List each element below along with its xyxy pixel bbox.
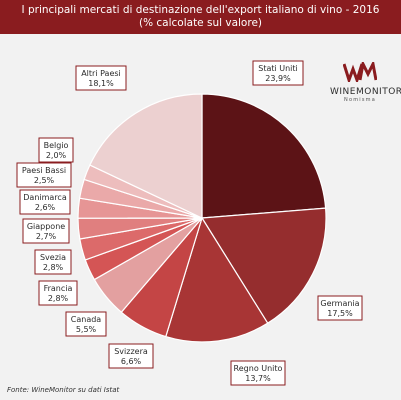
pie-slice-regno-unito [165, 216, 269, 343]
slice-label-name: Regno Unito [234, 364, 283, 373]
slice-label-name: Belgio [44, 141, 69, 150]
slice-label-box [317, 295, 363, 321]
logo-subtext: Nomisma [344, 97, 376, 103]
slice-label-name: Svizzera [114, 347, 148, 356]
pie-slice-stati-uniti [201, 93, 327, 219]
source-note: Fonte: WineMonitor su dati Istat [7, 386, 120, 394]
slice-label-box [19, 189, 71, 215]
slice-label-value: 6,6% [121, 357, 142, 366]
slice-label-name: Stati Uniti [258, 64, 298, 73]
slice-label-box [16, 162, 72, 188]
slice-label-value: 5,5% [76, 325, 97, 334]
slice-label-box [38, 280, 78, 306]
slice-label-box [34, 249, 72, 275]
logo-text: WINEMONITOR [330, 87, 401, 97]
slice-label-name: Francia [44, 284, 73, 293]
slice-label-value: 23,9% [265, 74, 291, 83]
chart-subtitle: (% calcolate sul valore) [138, 17, 262, 29]
slice-label-box [108, 343, 154, 369]
slice-label-value: 13,7% [245, 374, 271, 383]
winemonitor-logo: WINEMONITOR Nomisma [330, 59, 401, 103]
chart-title: I principali mercati di destinazione del… [21, 4, 380, 16]
slice-label-name: Danimarca [23, 193, 67, 202]
slice-label-value: 2,0% [46, 151, 67, 160]
slice-label-name: Germania [320, 299, 359, 308]
wm-logo-icon [342, 59, 378, 85]
slice-label-box [252, 60, 304, 86]
pie-slice-altri-paesi [89, 93, 203, 219]
slice-label-box [38, 137, 74, 163]
title-bar: I principali mercati di destinazione del… [0, 0, 401, 34]
slice-label-name: Altri Paesi [81, 69, 121, 78]
slice-label-value: 2,5% [34, 176, 55, 185]
slice-label-name: Paesi Bassi [22, 166, 66, 175]
slice-label-box [22, 218, 70, 244]
slice-label-box [230, 360, 286, 386]
slice-label-value: 2,8% [48, 294, 69, 303]
slice-label-value: 2,6% [35, 203, 56, 212]
slice-label-box [65, 311, 107, 337]
slice-label-name: Svezia [40, 253, 66, 262]
slice-label-value: 2,7% [36, 232, 57, 241]
slice-label-value: 17,5% [327, 309, 353, 318]
slice-label-value: 2,8% [43, 263, 64, 272]
slice-label-name: Canada [71, 315, 102, 324]
slice-label-box [75, 65, 127, 91]
slice-label-value: 18,1% [88, 79, 114, 88]
slice-label-name: Giappone [27, 222, 65, 231]
pie-slice-germania [200, 207, 327, 324]
